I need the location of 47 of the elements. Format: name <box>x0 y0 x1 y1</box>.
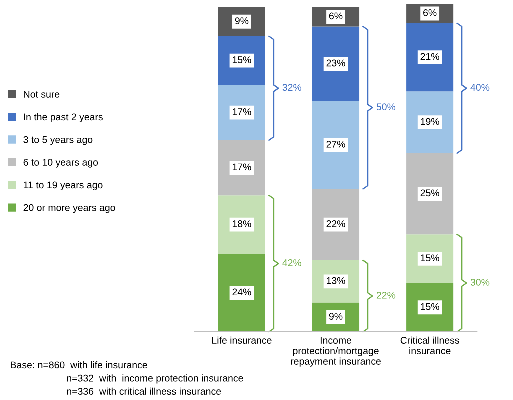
x-tick-label: Income protection/mortgage repayment insurance <box>291 337 381 367</box>
bar <box>218 254 266 332</box>
data-label: 9% <box>329 313 343 320</box>
bar <box>312 189 360 261</box>
legend-label: 3 to 5 years ago <box>24 136 93 146</box>
bar <box>312 26 360 102</box>
text: n=336 with critical illness insurance <box>67 388 222 396</box>
data-label: 6% <box>424 9 437 16</box>
data-label: 21% <box>420 53 440 60</box>
bar <box>218 85 266 140</box>
annotation: 32% <box>282 84 302 92</box>
bar <box>218 196 266 254</box>
bar <box>218 140 266 196</box>
legend-label: In the past 2 years <box>24 113 103 123</box>
text: Base: n=860 with life insurance <box>11 361 148 369</box>
data-label: 23% <box>326 60 346 67</box>
bar <box>312 101 360 190</box>
x-tick-label: Life insurance <box>212 336 272 344</box>
data-label: 17% <box>232 164 252 171</box>
legend-label: 20 or more years ago <box>24 204 116 214</box>
data-label: 19% <box>421 118 440 126</box>
data-label: 18% <box>232 220 252 228</box>
data-label: 17% <box>232 108 252 116</box>
annotation: 40% <box>470 84 490 92</box>
bar <box>406 153 454 235</box>
bar <box>406 23 454 92</box>
legend-label: Not sure <box>24 91 60 98</box>
text: n=332 with income protection insurance <box>67 374 244 384</box>
data-label: 15% <box>232 56 252 64</box>
annotation: 22% <box>376 292 396 299</box>
data-label: 15% <box>421 303 440 310</box>
data-label: 22% <box>326 220 346 228</box>
data-label: 24% <box>232 288 252 296</box>
data-label: 6% <box>329 12 343 20</box>
bar <box>406 92 454 154</box>
data-label: 25% <box>420 190 440 197</box>
legend-label: 6 to 10 years ago <box>24 159 98 168</box>
data-label: 9% <box>235 18 249 24</box>
annotation: 30% <box>470 279 490 286</box>
data-label: 13% <box>327 277 346 284</box>
data-label: 27% <box>326 140 346 148</box>
bar <box>406 234 454 284</box>
annotation: 42% <box>282 260 302 266</box>
annotation: 50% <box>376 104 396 111</box>
legend-label: 11 to 19 years ago <box>24 182 103 191</box>
x-tick-label: Critical illness insurance <box>400 336 460 354</box>
data-label: 15% <box>421 254 440 262</box>
